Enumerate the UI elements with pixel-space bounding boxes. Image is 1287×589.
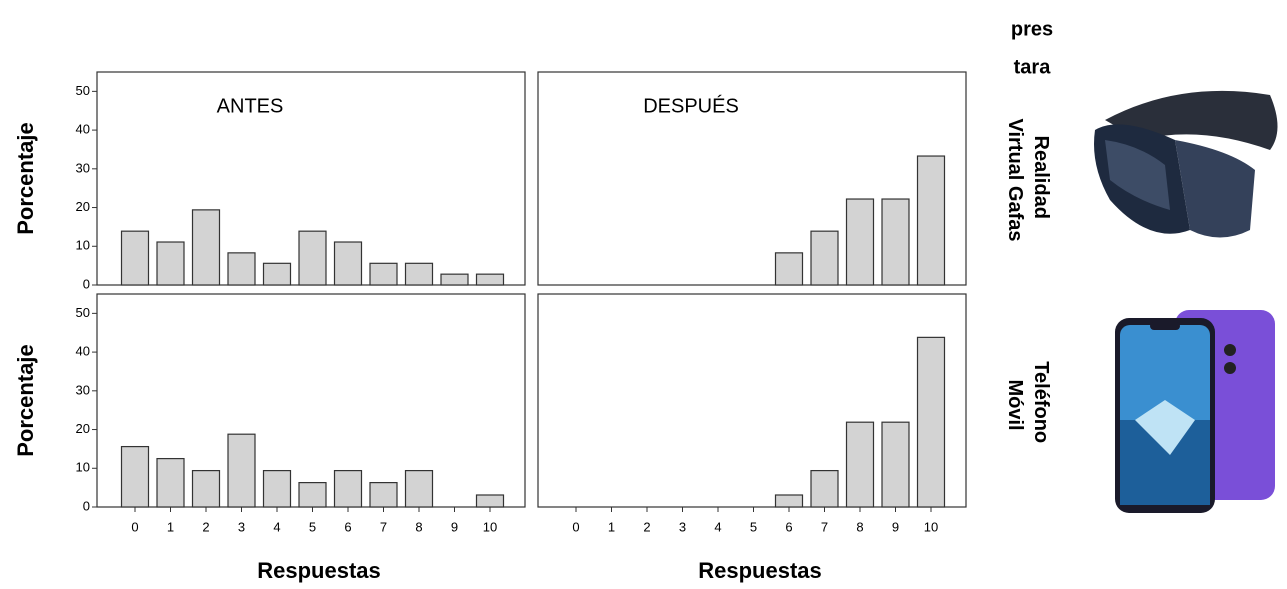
y-tick-label: 30: [76, 160, 90, 175]
row-label-line: Realidad: [1030, 136, 1052, 219]
x-tick-label: 4: [714, 519, 721, 534]
row-label-line: Teléfono: [1030, 361, 1052, 443]
bar: [264, 263, 291, 285]
panel-title: ANTES: [217, 95, 284, 117]
bar: [918, 156, 945, 285]
x-tick-label: 1: [608, 519, 615, 534]
row-label-line: Móvil: [1004, 379, 1026, 430]
y-tick-label: 30: [76, 382, 90, 397]
y-tick-label: 10: [76, 460, 90, 475]
bar: [847, 199, 874, 285]
y-tick-label: 50: [76, 305, 90, 320]
vr-headset-image: [1094, 91, 1278, 238]
y-tick-label: 0: [83, 498, 90, 513]
bar: [122, 447, 149, 507]
x-tick-label: 7: [821, 519, 828, 534]
x-tick-label: 6: [785, 519, 792, 534]
bar: [811, 471, 838, 507]
bar: [228, 253, 255, 285]
x-tick-label: 7: [380, 519, 387, 534]
bar: [299, 483, 326, 507]
x-tick-label: 8: [415, 519, 422, 534]
panel-title: DESPUÉS: [643, 94, 739, 117]
x-tick-label: 2: [643, 519, 650, 534]
y-tick-label: 10: [76, 238, 90, 253]
x-tick-label: 3: [679, 519, 686, 534]
bar: [406, 471, 433, 507]
header-fragment: tara: [1014, 56, 1052, 78]
y-tick-label: 20: [76, 199, 90, 214]
bar: [477, 274, 504, 285]
row-label-line: Virtual Gafas: [1004, 118, 1026, 241]
x-tick-label: 10: [924, 519, 938, 534]
bar: [918, 337, 945, 507]
bar: [193, 471, 220, 507]
header-fragment: pres: [1011, 18, 1053, 40]
bar: [370, 483, 397, 507]
phone-image: [1115, 310, 1275, 513]
bar: [157, 459, 184, 507]
x-tick-label: 9: [892, 519, 899, 534]
x-axis-title: Respuestas: [698, 558, 822, 583]
x-tick-label: 0: [131, 519, 138, 534]
row-label: Realidad Virtual Gafas: [1004, 118, 1052, 241]
bar: [157, 242, 184, 285]
bar: [335, 242, 362, 285]
y-axis-title: Porcentaje: [13, 122, 38, 235]
row-label: Teléfono Móvil: [1004, 361, 1052, 448]
bar: [228, 434, 255, 507]
bar: [264, 471, 291, 507]
bar: [193, 210, 220, 285]
x-tick-label: 3: [238, 519, 245, 534]
bar: [406, 263, 433, 285]
x-tick-label: 5: [309, 519, 316, 534]
bar: [477, 495, 504, 507]
bar: [122, 231, 149, 285]
bar: [299, 231, 326, 285]
bar: [335, 471, 362, 507]
y-tick-label: 20: [76, 421, 90, 436]
x-tick-label: 2: [202, 519, 209, 534]
x-tick-label: 9: [451, 519, 458, 534]
bar: [776, 253, 803, 285]
x-tick-label: 5: [750, 519, 757, 534]
bar: [847, 422, 874, 507]
bar: [441, 274, 468, 285]
x-tick-label: 6: [344, 519, 351, 534]
x-axis-title: Respuestas: [257, 558, 381, 583]
bar: [882, 199, 909, 285]
y-tick-label: 40: [76, 122, 90, 137]
x-tick-label: 8: [856, 519, 863, 534]
y-tick-label: 0: [83, 276, 90, 291]
y-axis-title: Porcentaje: [13, 344, 38, 457]
bar: [882, 422, 909, 507]
y-tick-label: 40: [76, 344, 90, 359]
x-tick-label: 1: [167, 519, 174, 534]
x-tick-label: 4: [273, 519, 280, 534]
x-tick-label: 10: [483, 519, 497, 534]
bar: [370, 263, 397, 285]
y-tick-label: 50: [76, 83, 90, 98]
x-tick-label: 0: [572, 519, 579, 534]
bar: [776, 495, 803, 507]
figure: pres tara Realidad Virtual Gafas Teléfon…: [0, 0, 1287, 589]
bar: [811, 231, 838, 285]
